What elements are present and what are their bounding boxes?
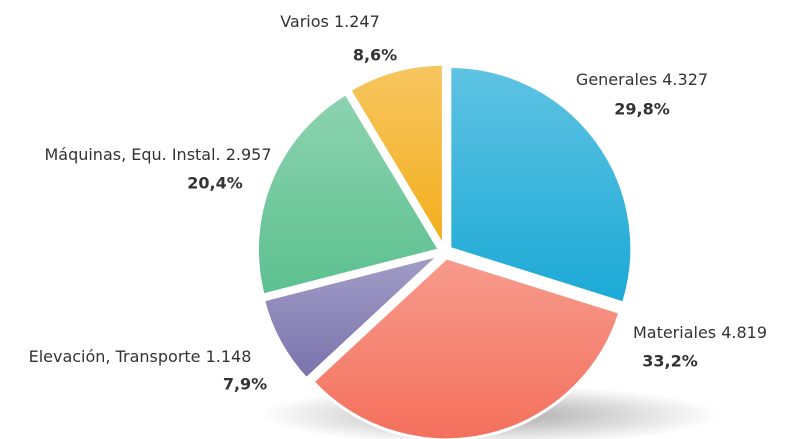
percentage-label: 20,4% xyxy=(187,174,243,193)
percentage-label: 29,8% xyxy=(614,100,670,119)
category-name: Generales xyxy=(576,70,657,89)
slice-sheen xyxy=(263,254,440,379)
category-name: Materiales xyxy=(633,323,716,342)
slice-sheen xyxy=(257,93,440,295)
labels: Generales 4.327 29,8% Materiales 4.819 33,2… xyxy=(29,12,767,394)
value-label: 1.148 xyxy=(206,347,252,366)
value-label: 4.327 xyxy=(662,70,708,89)
slice-sheen xyxy=(449,66,632,304)
slice-label: Máquinas, Equ. Instal. 2.957 xyxy=(44,145,271,164)
slice-label: Generales 4.327 xyxy=(576,70,708,89)
value-label: 1.247 xyxy=(334,12,380,31)
percentage-label: 8,6% xyxy=(353,46,397,65)
slice-sheen xyxy=(349,64,444,247)
value-label: 2.957 xyxy=(226,145,272,164)
category-name: Varios xyxy=(280,12,329,31)
category-name: Máquinas, Equ. Instal. xyxy=(44,145,220,164)
slice-label: Elevación, Transporte 1.148 xyxy=(29,347,252,366)
percentage-label: 7,9% xyxy=(223,375,267,394)
slice-label: Varios 1.247 xyxy=(280,12,380,31)
slice-sheen xyxy=(312,257,620,439)
percentage-label: 33,2% xyxy=(642,352,698,371)
category-name: Elevación, Transporte xyxy=(29,347,201,366)
slice-label: Materiales 4.819 xyxy=(633,323,767,342)
pie xyxy=(255,62,634,439)
value-label: 4.819 xyxy=(721,323,767,342)
